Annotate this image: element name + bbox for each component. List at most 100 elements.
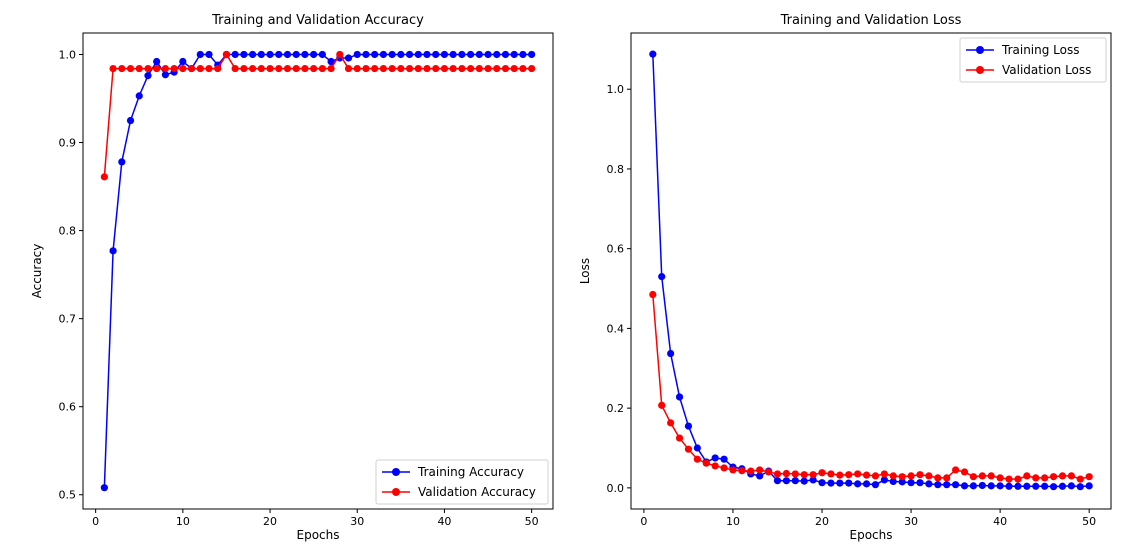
data-point-validation-accuracy [519,64,527,73]
data-point-training-loss [934,481,942,489]
legend-marker-training-accuracy [392,468,400,476]
data-point-validation-accuracy [397,64,405,73]
data-point-training-loss [845,479,853,487]
data-point-validation-accuracy [179,64,187,73]
data-point-training-loss [693,444,701,452]
data-point-training-accuracy [405,50,414,59]
data-point-training-loss [684,422,693,430]
data-point-training-accuracy [318,50,326,59]
x-tick-label: 40 [437,515,451,528]
data-point-training-accuracy [310,50,318,59]
data-point-training-accuracy [493,50,501,59]
data-point-validation-accuracy [353,64,361,73]
data-point-validation-loss [960,468,969,476]
data-point-validation-accuracy [214,64,222,73]
data-point-validation-accuracy [205,64,213,73]
data-point-validation-accuracy [336,50,344,59]
data-point-validation-loss [773,470,782,478]
data-point-validation-loss [854,470,862,478]
legend-label-training-loss: Training Loss [1001,43,1079,57]
data-point-training-accuracy [118,158,126,166]
data-point-training-accuracy [283,50,292,59]
data-point-validation-loss [764,468,773,476]
data-point-validation-loss [658,401,666,409]
data-point-training-loss [943,481,951,489]
data-point-validation-loss [818,469,826,477]
data-point-validation-loss [880,470,888,478]
y-tick-label: 0.2 [607,402,625,415]
data-point-training-accuracy [510,50,518,59]
data-point-training-loss [791,477,799,485]
data-point-training-loss [818,479,826,487]
data-point-validation-loss [1041,474,1049,482]
data-point-validation-accuracy [484,64,492,73]
y-axis-label: Accuracy [30,244,44,299]
data-point-validation-accuracy [362,64,370,73]
data-point-training-accuracy [135,92,143,100]
data-point-training-accuracy [231,50,239,59]
data-point-validation-loss [1023,472,1031,480]
data-point-validation-accuracy [161,64,169,73]
chart-title: Training and Validation Accuracy [211,13,424,28]
data-point-validation-accuracy [467,64,475,73]
data-point-validation-loss [702,459,710,467]
data-point-training-accuracy [353,50,361,59]
data-point-training-loss [1014,482,1022,490]
data-point-training-accuracy [423,50,431,59]
data-point-validation-loss [827,470,835,478]
data-point-training-loss [1076,483,1084,491]
data-point-training-accuracy [344,54,353,62]
data-point-validation-accuracy [144,64,152,73]
x-tick-label: 50 [525,515,539,528]
loss-chart: Training and Validation Loss Epochs Loss… [578,13,1112,542]
x-tick-label: 30 [904,515,918,528]
legend-marker-training-loss [976,46,984,54]
data-point-validation-loss [711,462,719,470]
data-point-validation-loss [836,471,844,479]
data-point-validation-accuracy [501,64,510,73]
data-point-validation-accuracy [283,64,292,73]
data-point-training-loss [800,477,808,485]
data-point-validation-loss [684,445,693,453]
legend: Training Accuracy Validation Accuracy [375,459,549,505]
data-point-validation-loss [1085,473,1093,481]
data-point-training-accuracy [275,50,283,59]
data-point-training-loss [809,476,817,484]
data-point-validation-loss [969,473,978,481]
data-point-validation-accuracy [423,64,431,73]
data-point-validation-loss [1014,475,1022,483]
data-point-validation-accuracy [275,64,283,73]
x-tick-label: 20 [815,515,829,528]
data-point-validation-loss [747,467,755,475]
data-point-training-accuracy [196,50,204,59]
data-point-validation-loss [667,419,675,427]
data-point-training-accuracy [240,50,248,59]
data-point-validation-loss [1076,475,1084,483]
chart-title: Training and Validation Loss [780,13,962,28]
y-tick-label: 0.9 [59,137,77,150]
y-tick-label: 0.4 [607,322,625,335]
data-point-training-loss [880,476,888,484]
data-point-validation-accuracy [118,64,126,73]
data-point-training-loss [907,479,915,487]
data-point-training-loss [889,477,897,486]
data-point-validation-loss [1005,475,1013,483]
data-point-validation-loss [916,471,924,479]
data-point-validation-loss [1032,474,1040,482]
data-point-training-loss [649,50,657,58]
legend-label-training-accuracy: Training Accuracy [417,465,524,479]
data-point-validation-loss [1067,472,1075,480]
data-point-validation-accuracy [240,64,248,73]
legend-label-validation-loss: Validation Loss [1002,63,1091,77]
data-point-validation-loss [943,474,951,482]
legend-marker-validation-accuracy [392,488,400,496]
y-tick-label: 1.0 [59,48,77,61]
data-point-validation-loss [871,472,880,480]
data-point-validation-accuracy [327,64,335,73]
data-point-training-loss [952,481,960,489]
data-point-validation-loss [675,434,684,442]
data-point-training-loss [658,272,666,281]
legend-box [375,459,549,505]
x-tick-label: 30 [350,515,364,528]
